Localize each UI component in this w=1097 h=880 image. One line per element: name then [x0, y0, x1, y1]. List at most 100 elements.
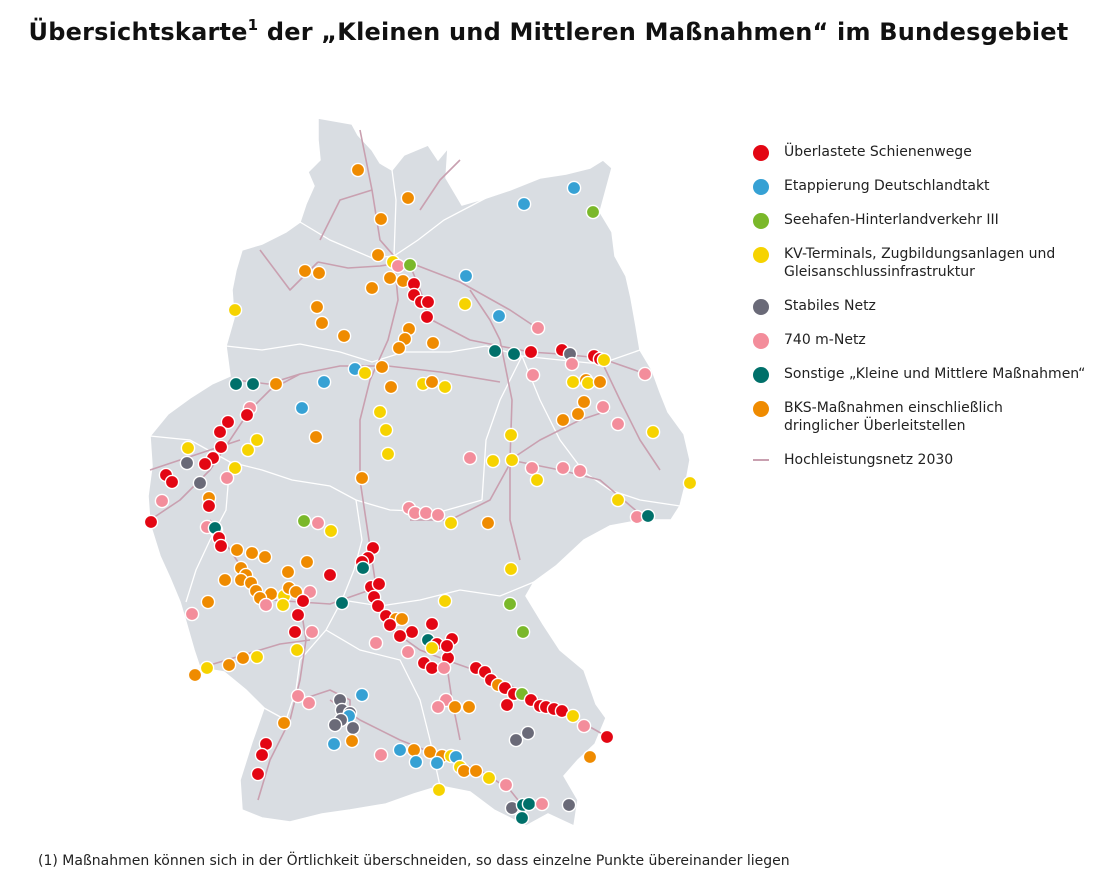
measure-marker-yellow — [503, 561, 519, 577]
measure-marker-yellow — [437, 593, 453, 609]
measure-marker-green — [502, 596, 518, 612]
measure-marker-orange — [311, 265, 327, 281]
measure-marker-yellow — [529, 472, 545, 488]
measure-marker-yellow — [323, 523, 339, 539]
legend-item-blue: Etappierung Deutschlandtakt — [752, 177, 1092, 195]
rail-line — [149, 373, 301, 521]
measure-marker-green — [585, 204, 601, 220]
gray-dot-icon — [753, 299, 769, 315]
legend-item-pink: 740 m-Netz — [752, 331, 1092, 349]
measure-marker-pink — [595, 399, 611, 415]
measure-marker-pink — [530, 320, 546, 336]
measure-marker-yellow — [357, 365, 373, 381]
measure-marker-red — [220, 414, 236, 430]
measure-marker-gray — [345, 720, 361, 736]
measure-marker-orange — [382, 270, 398, 286]
measure-marker-pink — [258, 597, 274, 613]
measure-marker-red — [322, 567, 338, 583]
measure-marker-red — [254, 747, 270, 763]
measure-marker-yellow — [289, 642, 305, 658]
measure-marker-orange — [406, 742, 422, 758]
measure-marker-orange — [425, 335, 441, 351]
measure-marker-blue — [392, 742, 408, 758]
measure-marker-blue — [326, 736, 342, 752]
footnote: (1) Maßnahmen können sich in der Örtlich… — [38, 853, 790, 869]
measure-marker-yellow — [380, 446, 396, 462]
measure-marker-red — [420, 294, 436, 310]
teal-dot-icon — [753, 367, 769, 383]
measure-marker-red — [392, 628, 408, 644]
measure-marker-teal — [640, 508, 656, 524]
measure-marker-orange — [364, 280, 380, 296]
measure-marker-orange — [200, 594, 216, 610]
measure-marker-red — [295, 593, 311, 609]
measure-marker-yellow — [227, 460, 243, 476]
measure-marker-teal — [355, 560, 371, 576]
measure-marker-gray — [520, 725, 536, 741]
measure-marker-orange — [344, 733, 360, 749]
measure-marker-pink — [430, 507, 446, 523]
measure-marker-pink — [430, 699, 446, 715]
measure-marker-orange — [582, 749, 598, 765]
measure-marker-red — [439, 638, 455, 654]
measure-marker-orange — [187, 667, 203, 683]
legend: Überlastete Schienenwege Etappierung Deu… — [752, 143, 1092, 485]
measure-marker-orange — [374, 359, 390, 375]
measure-marker-pink — [576, 718, 592, 734]
measure-marker-blue — [491, 308, 507, 324]
measure-marker-green — [402, 257, 418, 273]
measure-marker-orange — [447, 699, 463, 715]
measure-marker-yellow — [372, 404, 388, 420]
measure-marker-pink — [310, 515, 326, 531]
measure-marker-pink — [564, 356, 580, 372]
state-border — [391, 169, 397, 257]
measure-marker-red — [599, 729, 615, 745]
measure-marker-orange — [354, 470, 370, 486]
measure-marker-orange — [350, 162, 366, 178]
measure-marker-yellow — [240, 442, 256, 458]
measure-marker-red — [201, 498, 217, 514]
measure-marker-orange — [299, 554, 315, 570]
measure-marker-red — [239, 407, 255, 423]
legend-item-green: Seehafen-Hinterlandverkehr III — [752, 211, 1092, 229]
measure-marker-pink — [373, 747, 389, 763]
red-dot-icon — [753, 145, 769, 161]
legend-item-orange: BKS-Maßnahmen einschließlich dringlicher… — [752, 399, 1092, 435]
measure-marker-orange — [370, 247, 386, 263]
measure-marker-red — [404, 624, 420, 640]
rail-line — [469, 289, 521, 561]
measure-marker-yellow — [610, 492, 626, 508]
measure-marker-red — [213, 439, 229, 455]
measure-marker-yellow — [565, 708, 581, 724]
rail-line — [419, 159, 461, 211]
measure-marker-pink — [368, 635, 384, 651]
germany-land — [147, 117, 691, 828]
measure-marker-orange — [373, 211, 389, 227]
measure-marker-pink — [154, 493, 170, 509]
measure-marker-yellow — [275, 597, 291, 613]
measure-marker-yellow — [485, 453, 501, 469]
measure-marker-orange — [297, 263, 313, 279]
measure-marker-orange — [461, 699, 477, 715]
measure-marker-red — [213, 538, 229, 554]
measure-marker-orange — [244, 545, 260, 561]
measure-marker-blue — [408, 754, 424, 770]
measure-marker-gray — [179, 455, 195, 471]
measure-marker-orange — [480, 515, 496, 531]
measure-marker-pink — [462, 450, 478, 466]
measure-marker-orange — [229, 542, 245, 558]
blue-dot-icon — [753, 179, 769, 195]
measure-marker-orange — [235, 650, 251, 666]
measure-marker-red — [370, 598, 386, 614]
measure-marker-pink — [524, 460, 540, 476]
measure-marker-yellow — [431, 782, 447, 798]
map-title: Übersichtskarte1 der „Kleinen und Mittle… — [28, 16, 1069, 46]
measure-marker-blue — [354, 687, 370, 703]
measure-marker-red — [382, 617, 398, 633]
measure-marker-orange — [394, 611, 410, 627]
measure-marker-pink — [534, 796, 550, 812]
measure-marker-pink — [555, 460, 571, 476]
measure-marker-orange — [221, 657, 237, 673]
rail-line — [509, 409, 611, 461]
measure-marker-teal — [487, 343, 503, 359]
